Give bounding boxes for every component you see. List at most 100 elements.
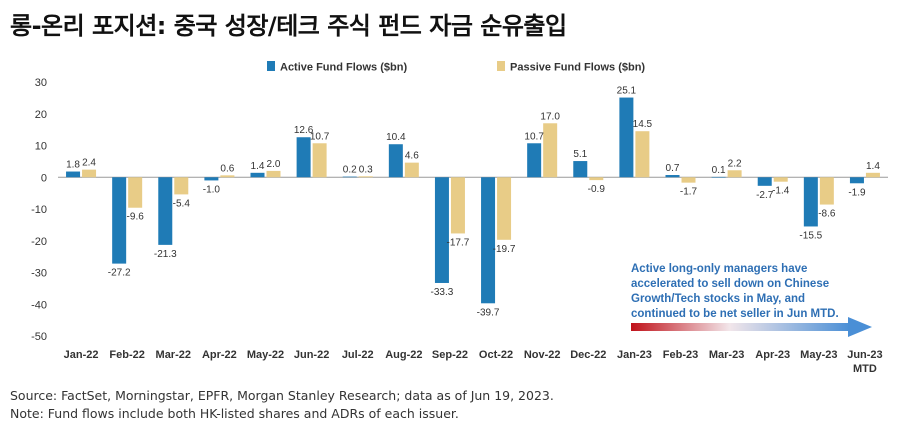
y-tick-label: 10 [35,141,47,153]
data-label-passive: 14.5 [633,119,653,130]
bar-active [434,177,449,283]
data-label-active: 1.4 [251,161,265,172]
bar-active [665,175,680,178]
data-label-passive: -9.6 [127,212,145,223]
legend-swatch-active [267,61,275,71]
data-label-passive: -1.7 [680,187,698,198]
data-label-passive: 2.4 [82,158,96,169]
y-tick-label: -10 [31,204,47,216]
bar-active [342,176,357,178]
bar-active [619,97,634,178]
data-label-active: -33.3 [431,287,454,298]
data-label-active: 0.7 [666,163,680,174]
x-tick-label: May-23 [800,349,837,361]
bar-passive [128,177,143,208]
legend: Active Fund Flows ($bn) Passive Fund Flo… [267,61,645,74]
data-label-passive: 1.4 [866,161,880,172]
x-tick-label: Apr-22 [202,349,237,361]
annotation-arrow [631,317,872,337]
annotation-line-3: Growth/Tech stocks in May, and [631,293,805,305]
data-label-active: 5.1 [573,149,587,160]
bar-active [158,177,173,245]
annotation-line-1: Active long-only managers have [631,263,807,275]
bar-active [803,177,818,227]
y-tick-label: -20 [31,236,47,248]
y-tick-label: -50 [31,331,47,343]
data-label-active: 12.6 [294,125,314,136]
x-tick-label: Jun-22 [294,349,329,361]
footnote: Note: Fund flows include both HK-listed … [10,406,459,421]
data-label-passive: -8.6 [818,209,836,220]
data-label-passive: 17.0 [540,111,560,122]
x-tick-label: Jul-22 [342,349,374,361]
data-label-passive: -1.4 [772,186,790,197]
bar-passive [727,170,742,178]
data-label-active: 0.2 [343,165,357,176]
bar-active [204,177,219,181]
annotation-line-2: accelerated to sell down on Chinese [631,278,829,290]
bar-passive [635,131,650,178]
y-axis: 30 20 10 0 -10 -20 -30 -40 -50 [31,77,888,343]
data-label-active: -1.9 [848,187,866,198]
legend-label-passive: Passive Fund Flows ($bn) [510,62,645,74]
bar-passive [450,177,465,234]
data-label-passive: 4.6 [405,151,419,162]
bar-active [573,161,588,178]
data-label-passive: -5.4 [173,198,191,209]
x-tick-label: Jan-23 [617,349,652,361]
data-label-active: 0.1 [712,165,726,176]
data-label-active: 25.1 [617,86,637,97]
bar-passive [404,162,419,178]
y-tick-label: 30 [35,77,47,89]
bar-passive [865,172,880,178]
bar-chart: 30 20 10 0 -10 -20 -30 -40 -50 1.8 2.4 -27.2 -9.6 -2… [31,61,888,375]
data-label-passive: 0.6 [220,163,234,174]
bar-passive [589,177,604,181]
bar-passive [174,177,189,195]
x-tick-label: Jan-22 [64,349,99,361]
x-tick-label: May-22 [247,349,284,361]
legend-label-active: Active Fund Flows ($bn) [280,62,407,74]
bar-passive [220,175,235,178]
x-tick-label: Dec-22 [570,349,606,361]
x-axis: Jan-22 Feb-22 Mar-22 Apr-22 May-22 Jun-22 Jul-… [64,349,883,375]
data-label-active: 10.7 [524,131,544,142]
x-tick-label: Apr-23 [755,349,790,361]
annotation: Active long-only managers have accelerat… [631,263,839,320]
data-labels: 1.8 2.4-27.2-9.6-21.3-5.4-1.00.6 1.4 2.012.… [66,86,880,319]
data-label-active: -1.0 [203,184,221,195]
bar-active [388,144,403,178]
data-label-active: -39.7 [477,307,500,318]
bar-active [757,177,772,186]
y-tick-label: -40 [31,299,47,311]
x-tick-label: Feb-22 [109,349,144,361]
bar-passive [497,177,512,240]
x-tick-label: Jun-23 [847,349,882,361]
bar-active [481,177,496,304]
data-label-passive: -19.7 [493,244,516,255]
y-tick-label: 20 [35,109,47,121]
data-label-active: -21.3 [154,249,177,260]
x-tick-label: MTD [853,363,877,375]
bar-active [711,176,726,178]
data-label-active: -27.2 [108,268,131,279]
data-label-active: -2.7 [756,190,774,201]
bar-passive [358,176,373,178]
bar-active [849,177,864,184]
bar-passive [819,177,834,205]
data-label-passive: 2.2 [728,158,742,169]
x-tick-label: Aug-22 [385,349,422,361]
x-tick-label: Oct-22 [479,349,513,361]
x-tick-label: Nov-22 [524,349,561,361]
data-label-active: 10.4 [386,132,406,143]
data-label-passive: -0.9 [588,184,606,195]
data-label-passive: 10.7 [310,131,330,142]
y-tick-label: -30 [31,268,47,280]
data-label-active: 1.8 [66,160,80,171]
bar-active [296,137,311,178]
y-tick-label: 0 [41,172,47,184]
bar-passive [543,123,558,178]
bar-passive [681,177,696,183]
source-note: Source: FactSet, Morningstar, EPFR, Morg… [10,388,554,403]
bar-active [527,143,542,178]
